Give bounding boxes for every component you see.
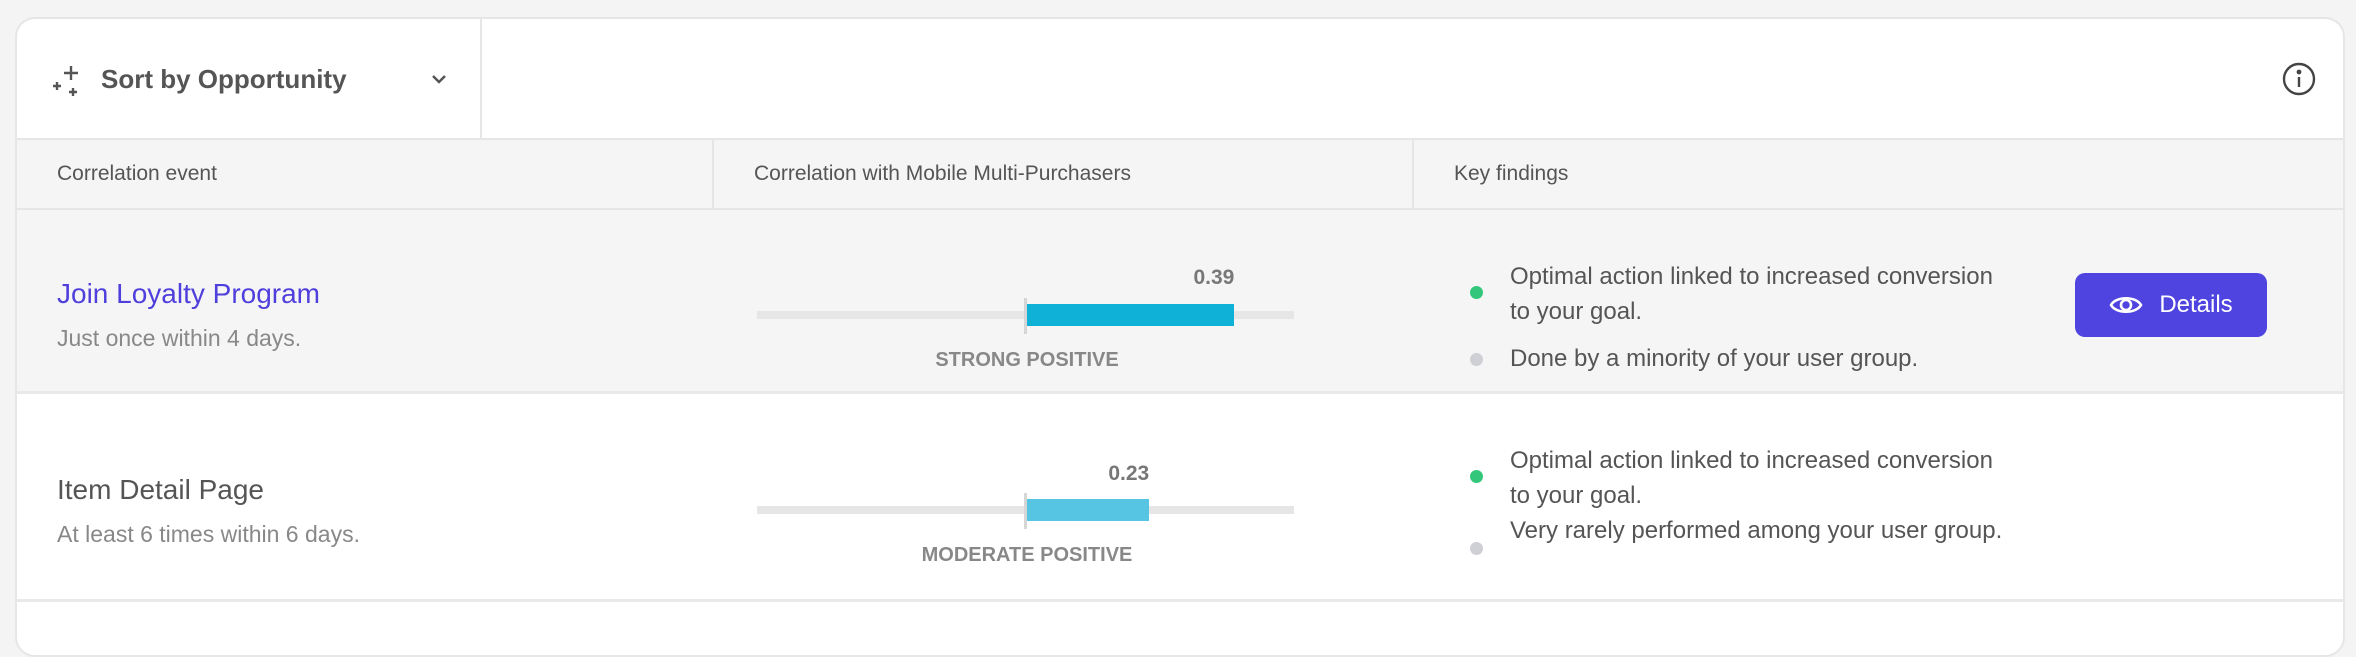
correlation-bar [1027, 304, 1235, 326]
details-button[interactable]: Details [2075, 273, 2267, 337]
toolbar: Sort by Opportunity [17, 19, 2343, 140]
event-name[interactable]: Item Detail Page [57, 474, 264, 505]
sort-dropdown[interactable]: Sort by Opportunity [17, 19, 482, 140]
zero-line [1024, 493, 1027, 529]
details-label: Details [2159, 291, 2233, 318]
positive-dot-icon [1470, 470, 1483, 483]
finding-text: Optimal action linked to increased conve… [1510, 263, 1993, 325]
positive-dot-icon [1470, 286, 1483, 299]
neutral-dot-icon [1470, 542, 1483, 555]
eye-icon [2109, 296, 2143, 314]
neutral-dot-icon [1470, 353, 1483, 366]
event-condition: Just once within 4 days. [57, 325, 302, 351]
table-row[interactable]: Item Detail Page At least 6 times within… [17, 394, 2343, 602]
info-icon[interactable] [2281, 61, 2317, 97]
column-header-event[interactable]: Correlation event [17, 140, 714, 208]
column-header-findings[interactable]: Key findings [1454, 162, 1569, 185]
event-name-link[interactable]: Join Loyalty Program [57, 278, 321, 309]
finding-text: Done by a minority of your user group. [1510, 345, 1919, 372]
chevron-down-icon [432, 75, 446, 84]
finding-text: Optimal action linked to increased conve… [1510, 447, 1993, 509]
event-condition: At least 6 times within 6 days. [57, 521, 360, 547]
correlation-value: 0.23 [1108, 462, 1150, 485]
finding-text: Very rarely performed among your user gr… [1510, 517, 2003, 544]
correlation-strength: MODERATE POSITIVE [921, 544, 1133, 566]
column-header-correlation[interactable]: Correlation with Mobile Multi-Purchasers [714, 140, 1414, 208]
zero-line [1024, 298, 1027, 334]
correlation-value: 0.39 [1193, 266, 1235, 289]
table-header: Correlation event Correlation with Mobil… [17, 140, 2343, 210]
table-row[interactable]: Join Loyalty Program Just once within 4 … [17, 210, 2343, 394]
sparkle-icon [53, 65, 78, 96]
correlation-card: Sort by Opportunity Correlation event Co… [15, 17, 2345, 657]
correlation-bar [1027, 499, 1150, 521]
correlation-strength: STRONG POSITIVE [935, 349, 1119, 371]
sort-label: Sort by Opportunity [101, 64, 347, 94]
